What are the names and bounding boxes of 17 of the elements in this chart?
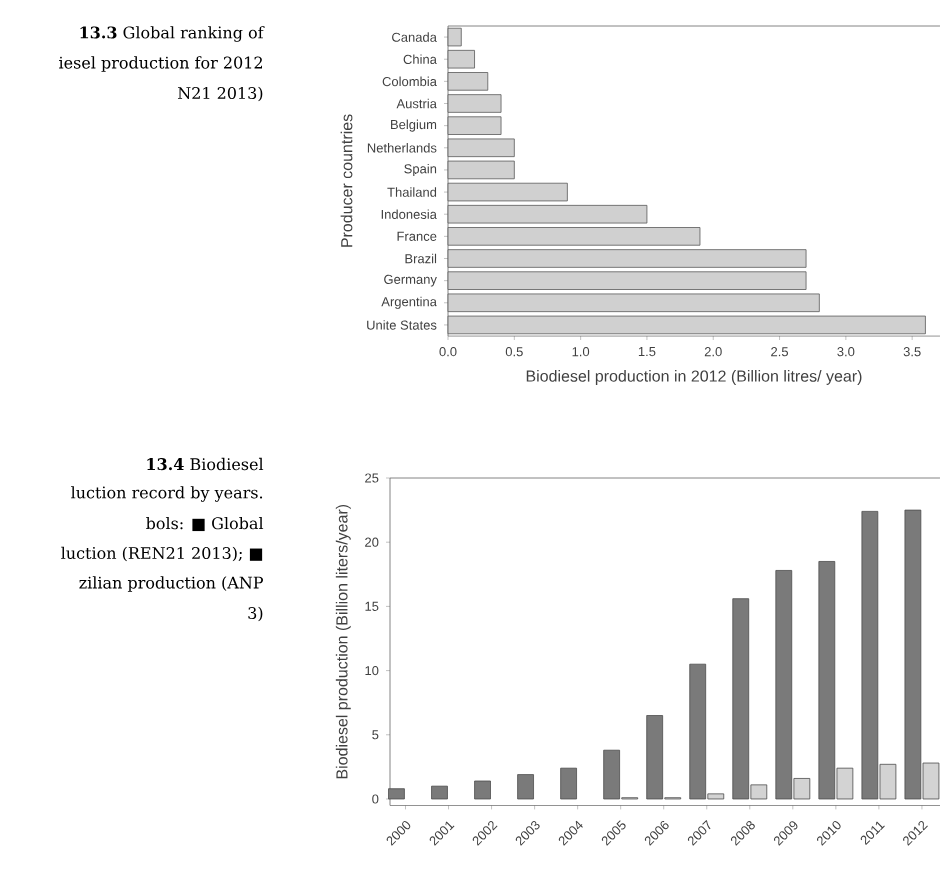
text: luction (REN21 2013); ■ [61,546,263,562]
text: zilian production (ANP [79,576,264,592]
bar [388,788,405,800]
text: iesel production for 2012 [59,56,262,72]
bar [560,767,577,800]
x-axis-title: Biodiesel production in 2012 (Billion litres/ year) [526,369,862,385]
y-axis-title: Producer countries [340,114,353,247]
bar [474,780,491,800]
text: luction record by years. [71,486,263,502]
bar [431,785,448,800]
text: 3) [248,606,263,622]
text: 13.4 Biodiesel [147,457,264,471]
y-axis-title: Biodiesel production (Billion liters/year) [335,504,351,779]
text: N21 2013) [177,86,263,102]
text: bols: ■ Global [146,516,264,532]
text: 13.3 Global ranking of [80,26,265,42]
bar [517,774,534,800]
